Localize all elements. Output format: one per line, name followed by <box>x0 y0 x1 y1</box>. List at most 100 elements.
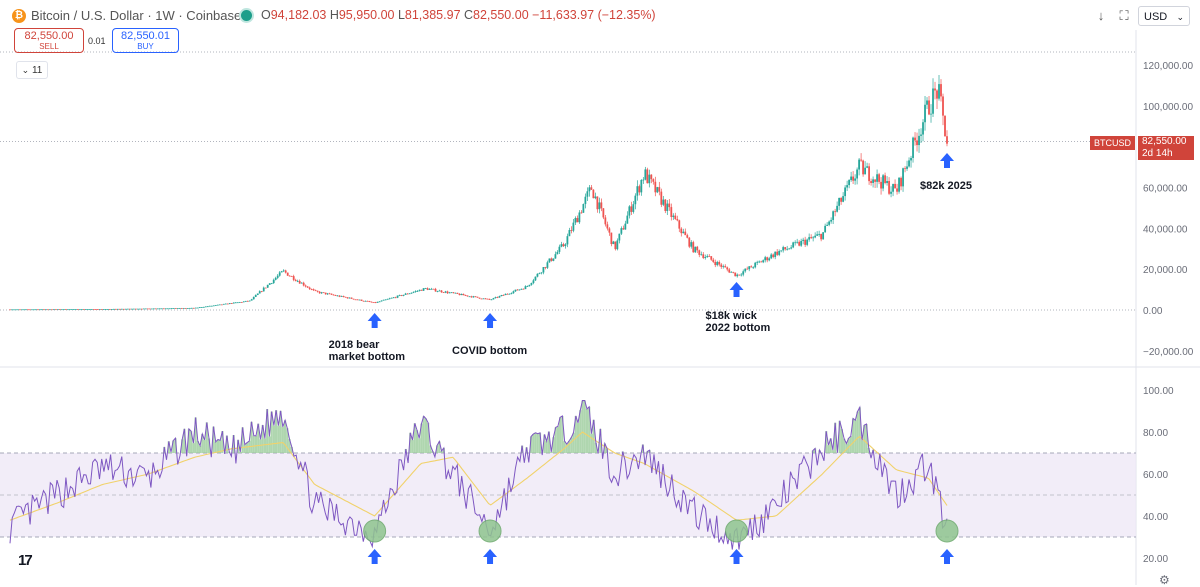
symbol-title[interactable]: Bitcoin / U.S. Dollar · 1W · Coinbase <box>31 8 242 23</box>
candle <box>190 307 193 309</box>
candle <box>432 288 435 290</box>
candle <box>694 246 697 253</box>
candle <box>442 292 445 294</box>
candle <box>910 157 912 161</box>
candle <box>832 211 835 220</box>
candle <box>940 84 942 97</box>
candle <box>656 187 659 193</box>
candle <box>240 302 243 303</box>
spread-value: 0.01 <box>88 36 106 46</box>
candle <box>724 266 727 268</box>
candle <box>486 298 489 300</box>
arrow-down-icon[interactable]: ↓ <box>1097 8 1105 23</box>
candle <box>158 308 161 310</box>
candle <box>388 298 391 300</box>
indicators-toggle[interactable]: ⌄ 11 <box>16 61 48 79</box>
fullscreen-icon[interactable]: ⛶ <box>1119 8 1129 23</box>
candle <box>39 309 41 311</box>
candle <box>592 189 595 199</box>
candle <box>23 309 25 311</box>
tradingview-logo-icon[interactable]: 17 <box>18 552 33 569</box>
candle <box>630 206 633 212</box>
candle <box>138 308 141 310</box>
candle <box>922 122 924 135</box>
chart-annotation: $18k wick <box>706 310 758 322</box>
buy-button[interactable]: 82,550.01 BUY <box>112 28 179 53</box>
candle <box>374 302 377 304</box>
candle <box>782 247 785 251</box>
candle <box>692 242 695 253</box>
candle <box>522 288 525 290</box>
candle <box>888 181 890 194</box>
candle <box>97 309 99 310</box>
candle <box>71 309 73 311</box>
candle <box>914 137 916 141</box>
candle <box>836 205 839 212</box>
candle <box>270 283 273 284</box>
candle <box>726 267 729 270</box>
candle <box>556 251 559 255</box>
candle <box>618 233 621 241</box>
candle <box>168 308 171 310</box>
candle <box>752 267 755 269</box>
candle <box>850 176 853 181</box>
price-badge-value: 82,550.00 <box>1142 136 1187 147</box>
candle <box>500 295 503 297</box>
currency-select[interactable]: USD ⌄ <box>1138 6 1190 26</box>
candle <box>716 261 719 266</box>
candle <box>588 187 591 192</box>
candle <box>510 293 513 294</box>
candle <box>218 304 221 306</box>
candle <box>174 308 177 309</box>
price-axis-tick: 120,000.00 <box>1143 61 1193 72</box>
candle <box>696 246 699 251</box>
candle <box>638 186 641 193</box>
candle <box>87 309 89 310</box>
candle <box>280 271 283 273</box>
candle <box>794 242 797 244</box>
candle <box>634 195 637 205</box>
candle <box>186 308 189 309</box>
candle <box>132 308 135 310</box>
candle <box>528 284 531 287</box>
rsi-bottom-marker <box>935 519 959 543</box>
candle <box>722 266 725 267</box>
candle <box>566 236 569 245</box>
price-badge-countdown: 2d 14h <box>1142 148 1173 159</box>
candle <box>264 287 267 289</box>
candle <box>720 264 723 267</box>
candle <box>654 181 657 193</box>
candle <box>63 309 65 310</box>
candle <box>340 295 343 297</box>
candle <box>410 292 413 294</box>
candle <box>502 295 505 296</box>
sell-button[interactable]: 82,550.00 SELL <box>14 28 84 53</box>
candle <box>776 251 779 255</box>
candle <box>602 208 605 218</box>
candle <box>384 299 387 301</box>
candle <box>142 308 145 310</box>
candle <box>320 292 323 294</box>
candle <box>560 244 563 247</box>
candle <box>594 196 597 199</box>
candle <box>882 175 884 189</box>
rsi-bottom-marker <box>478 519 502 543</box>
candle <box>946 136 948 144</box>
candle <box>282 270 285 272</box>
candle <box>356 299 359 301</box>
candle <box>108 309 111 310</box>
candle <box>892 183 894 192</box>
buy-price: 82,550.01 <box>121 30 170 42</box>
candle <box>734 272 737 277</box>
gear-icon[interactable]: ⚙ <box>1159 573 1170 587</box>
candle <box>418 289 421 291</box>
rsi-axis-tick: 80.00 <box>1143 428 1168 439</box>
candle <box>292 276 295 280</box>
candle <box>9 309 11 311</box>
candle <box>840 198 843 202</box>
candle <box>918 135 920 146</box>
candle <box>506 293 509 295</box>
candle <box>95 309 97 310</box>
